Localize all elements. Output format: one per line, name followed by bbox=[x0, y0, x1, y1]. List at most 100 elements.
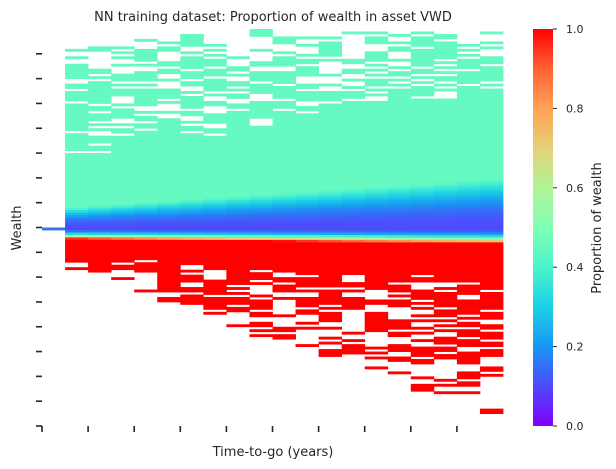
heatmap-cell bbox=[318, 326, 343, 330]
heatmap-cell bbox=[387, 143, 412, 147]
heatmap-cell bbox=[295, 83, 319, 87]
heatmap-cell bbox=[249, 48, 273, 52]
heatmap-cell bbox=[249, 220, 273, 223]
heatmap-cell bbox=[249, 63, 273, 67]
heatmap-cell bbox=[134, 165, 158, 169]
heatmap-cell bbox=[65, 200, 89, 204]
heatmap-cell bbox=[318, 113, 343, 117]
heatmap-cell bbox=[134, 172, 158, 176]
heatmap-cell bbox=[341, 202, 366, 206]
heatmap-cell bbox=[387, 220, 412, 223]
heatmap-cell bbox=[410, 133, 435, 137]
heatmap-cell bbox=[295, 108, 319, 112]
heatmap-cell bbox=[433, 150, 458, 154]
heatmap-cell bbox=[226, 282, 250, 285]
heatmap-cell bbox=[295, 68, 319, 72]
heatmap-cell bbox=[318, 314, 343, 318]
heatmap-cell bbox=[65, 190, 89, 194]
heatmap-cell bbox=[341, 162, 366, 166]
heatmap-cell bbox=[364, 314, 389, 318]
heatmap-cell bbox=[364, 41, 389, 45]
heatmap-cell bbox=[364, 254, 389, 258]
heatmap-cell bbox=[341, 222, 366, 226]
heatmap-cell bbox=[203, 71, 227, 75]
heatmap-cell bbox=[456, 299, 481, 303]
heatmap-cell bbox=[433, 274, 458, 278]
heatmap-cell bbox=[134, 115, 158, 119]
heatmap-cell bbox=[364, 202, 389, 206]
heatmap-cell bbox=[180, 277, 204, 281]
heatmap-cell bbox=[387, 264, 412, 268]
heatmap-cell bbox=[479, 197, 504, 201]
heatmap-cell bbox=[318, 215, 343, 218]
heatmap-cell bbox=[157, 95, 181, 99]
heatmap-cell bbox=[249, 91, 273, 94]
heatmap-cell bbox=[295, 113, 319, 117]
heatmap-cell bbox=[111, 237, 135, 241]
heatmap-cell bbox=[295, 187, 319, 191]
heatmap-cell bbox=[180, 225, 204, 228]
heatmap-cell bbox=[479, 292, 504, 295]
heatmap-cell bbox=[410, 125, 435, 129]
heatmap-cell bbox=[272, 120, 296, 124]
heatmap-cell bbox=[456, 150, 481, 154]
heatmap-cell bbox=[203, 296, 227, 300]
heatmap-cell bbox=[88, 192, 112, 196]
heatmap-cell bbox=[249, 225, 273, 228]
heatmap-cell bbox=[295, 148, 319, 151]
heatmap-cell bbox=[272, 205, 296, 209]
heatmap-cell bbox=[456, 220, 481, 223]
heatmap-cell bbox=[111, 108, 135, 112]
heatmap-cell bbox=[157, 135, 181, 139]
heatmap-cell bbox=[180, 182, 204, 186]
heatmap-cell bbox=[134, 210, 158, 214]
heatmap-cell bbox=[203, 162, 227, 166]
colorbar-label: Proportion of wealth bbox=[590, 162, 605, 293]
heatmap-cell bbox=[364, 108, 389, 112]
heatmap-cell bbox=[364, 187, 389, 191]
heatmap-cell bbox=[65, 73, 89, 77]
heatmap-cell bbox=[249, 274, 273, 278]
heatmap-cell bbox=[456, 95, 481, 99]
heatmap-cell bbox=[341, 227, 366, 231]
heatmap-cell bbox=[410, 301, 435, 305]
heatmap-cell bbox=[387, 175, 412, 179]
heatmap-cell bbox=[88, 182, 112, 186]
heatmap-cell bbox=[456, 259, 481, 263]
heatmap-cell bbox=[387, 215, 412, 218]
heatmap-cell bbox=[387, 73, 412, 77]
heatmap-cell bbox=[226, 105, 250, 109]
heatmap-cell bbox=[341, 207, 366, 211]
heatmap-cell bbox=[111, 220, 135, 223]
heatmap-cell bbox=[318, 264, 343, 268]
heatmap-cell bbox=[180, 125, 204, 129]
heatmap-cell bbox=[272, 56, 296, 60]
heatmap-cell bbox=[249, 177, 273, 181]
heatmap-cell bbox=[456, 190, 481, 194]
heatmap-cell bbox=[272, 105, 296, 109]
heatmap-cell bbox=[272, 73, 296, 77]
heatmap-cell bbox=[272, 237, 296, 241]
heatmap-cell bbox=[318, 299, 343, 303]
heatmap-cell bbox=[88, 108, 112, 112]
heatmap-cell bbox=[249, 105, 273, 109]
heatmap-cell bbox=[295, 190, 319, 194]
heatmap-cell bbox=[157, 128, 181, 132]
heatmap-cell bbox=[157, 175, 181, 179]
heatmap-cell bbox=[65, 239, 89, 243]
heatmap-cell bbox=[134, 98, 158, 102]
heatmap-cell bbox=[180, 133, 204, 137]
heatmap-cell bbox=[479, 282, 504, 285]
heatmap-cell bbox=[410, 158, 435, 161]
heatmap-cell bbox=[341, 125, 366, 129]
heatmap-cell bbox=[249, 252, 273, 256]
heatmap-cell bbox=[295, 36, 319, 40]
heatmap-cell bbox=[203, 172, 227, 176]
heatmap-cell bbox=[410, 31, 435, 35]
heatmap-cell bbox=[318, 257, 343, 261]
heatmap-cell bbox=[88, 148, 112, 151]
heatmap-cell bbox=[272, 93, 296, 97]
heatmap-cell bbox=[318, 93, 343, 97]
heatmap-cell bbox=[272, 227, 296, 231]
heatmap-cell bbox=[456, 287, 481, 290]
